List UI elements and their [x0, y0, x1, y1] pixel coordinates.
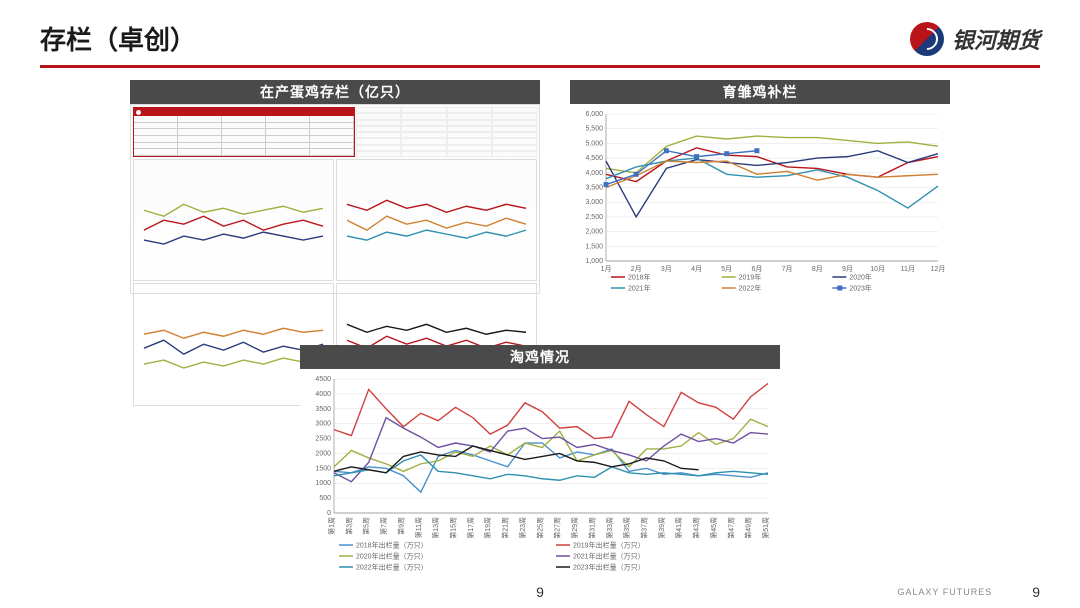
svg-text:第43周: 第43周 [692, 517, 701, 539]
svg-text:第29周: 第29周 [570, 517, 579, 539]
svg-text:第35周: 第35周 [622, 517, 631, 539]
svg-text:4月: 4月 [691, 265, 702, 273]
svg-text:第19周: 第19周 [483, 517, 492, 539]
svg-text:6,000: 6,000 [585, 111, 603, 118]
svg-text:第5周: 第5周 [362, 517, 371, 535]
footer-company: GALAXY FUTURES [897, 587, 992, 597]
embedded-grid [356, 107, 537, 157]
svg-text:2,500: 2,500 [585, 214, 603, 221]
company-logo: 银河期货 [910, 22, 1040, 56]
svg-text:4500: 4500 [315, 376, 331, 383]
svg-text:6月: 6月 [751, 265, 762, 273]
svg-text:第9周: 第9周 [396, 517, 405, 535]
svg-text:第13周: 第13周 [431, 517, 440, 539]
svg-text:12月: 12月 [931, 265, 946, 273]
svg-text:9月: 9月 [842, 265, 853, 273]
svg-text:2021年: 2021年 [628, 284, 651, 293]
svg-text:2022年出栏量（万只）: 2022年出栏量（万只） [356, 563, 428, 572]
svg-text:2500: 2500 [315, 436, 331, 443]
svg-text:2000: 2000 [315, 450, 331, 457]
svg-text:第3周: 第3周 [344, 517, 353, 535]
embedded-table [133, 107, 355, 157]
svg-text:第21周: 第21周 [501, 517, 510, 539]
svg-text:2018年出栏量（万只）: 2018年出栏量（万只） [356, 541, 428, 550]
bottom-chart-panel: 淘鸡情况 0 500 1000 1500 2000 2500 3000 3500 4000 450… [40, 345, 1040, 587]
svg-text:4000: 4000 [315, 391, 331, 398]
left-panel: 在产蛋鸡存栏（亿只） [130, 80, 540, 307]
svg-text:5,500: 5,500 [585, 126, 603, 133]
svg-text:1000: 1000 [315, 480, 331, 487]
svg-text:第41周: 第41周 [674, 517, 683, 539]
svg-text:2,000: 2,000 [585, 229, 603, 236]
svg-text:1,000: 1,000 [585, 258, 603, 265]
svg-text:第17周: 第17周 [466, 517, 475, 539]
svg-text:0: 0 [327, 510, 331, 517]
svg-text:11月: 11月 [901, 265, 915, 273]
svg-text:10月: 10月 [870, 265, 885, 273]
svg-text:1,500: 1,500 [585, 243, 603, 250]
svg-text:1500: 1500 [315, 465, 331, 472]
svg-text:第11周: 第11周 [414, 517, 423, 538]
svg-text:第49周: 第49周 [744, 517, 753, 539]
svg-text:2022年: 2022年 [739, 284, 762, 293]
svg-text:2019年出栏量（万只）: 2019年出栏量（万只） [573, 541, 645, 550]
svg-text:第31周: 第31周 [587, 517, 596, 539]
svg-text:5,000: 5,000 [585, 140, 603, 147]
bottom-panel-title: 淘鸡情况 [300, 345, 780, 369]
embedded-mini-charts [133, 159, 537, 289]
slide-title: 存栏（卓创） [40, 20, 196, 57]
svg-text:3月: 3月 [661, 265, 672, 273]
svg-text:7月: 7月 [782, 265, 793, 273]
left-panel-body [130, 104, 540, 294]
svg-text:第45周: 第45周 [709, 517, 718, 539]
bottom-chart: 050010001500200025003000350040004500第1周第… [304, 373, 776, 583]
svg-text:2018年: 2018年 [628, 273, 651, 282]
svg-text:第47周: 第47周 [726, 517, 735, 539]
svg-text:第15周: 第15周 [449, 517, 458, 539]
right-panel-title: 育雏鸡补栏 [570, 80, 950, 104]
right-chart: 1,000 1,500 2,000 2,500 3,000 3,500 4,000 4,500… [574, 108, 946, 303]
svg-text:第39周: 第39周 [657, 517, 666, 539]
svg-text:第23周: 第23周 [518, 517, 527, 539]
svg-text:第1周: 第1周 [327, 517, 336, 535]
svg-text:2023年: 2023年 [849, 284, 872, 293]
svg-text:1月: 1月 [601, 265, 612, 273]
svg-text:第37周: 第37周 [639, 517, 648, 539]
svg-text:2020年出栏量（万只）: 2020年出栏量（万只） [356, 552, 428, 561]
svg-text:第27周: 第27周 [553, 517, 562, 539]
svg-text:第7周: 第7周 [379, 517, 388, 535]
logo-icon [910, 22, 944, 56]
svg-text:第25周: 第25周 [535, 517, 544, 539]
right-chart-panel: 育雏鸡补栏 1,000 1,500 2,000 2,500 3,000 3,500 4,00… [570, 80, 950, 307]
svg-text:3500: 3500 [315, 406, 331, 413]
svg-text:500: 500 [319, 495, 331, 502]
svg-text:2月: 2月 [631, 265, 642, 273]
svg-text:第33周: 第33周 [605, 517, 614, 539]
svg-text:3,000: 3,000 [585, 199, 603, 206]
logo-text: 银河期货 [952, 23, 1040, 55]
svg-text:2023年出栏量（万只）: 2023年出栏量（万只） [573, 563, 645, 572]
svg-text:3000: 3000 [315, 421, 331, 428]
svg-text:4,500: 4,500 [585, 155, 603, 162]
svg-text:2021年出栏量（万只）: 2021年出栏量（万只） [573, 552, 645, 561]
svg-text:5月: 5月 [721, 265, 732, 273]
svg-text:2020年: 2020年 [849, 273, 872, 282]
left-panel-title: 在产蛋鸡存栏（亿只） [130, 80, 540, 104]
page-num: 9 [1032, 584, 1040, 600]
svg-text:2019年: 2019年 [739, 273, 762, 282]
svg-text:8月: 8月 [812, 265, 823, 273]
svg-text:3,500: 3,500 [585, 185, 603, 192]
svg-text:4,000: 4,000 [585, 170, 603, 177]
svg-text:第51周: 第51周 [761, 517, 770, 539]
